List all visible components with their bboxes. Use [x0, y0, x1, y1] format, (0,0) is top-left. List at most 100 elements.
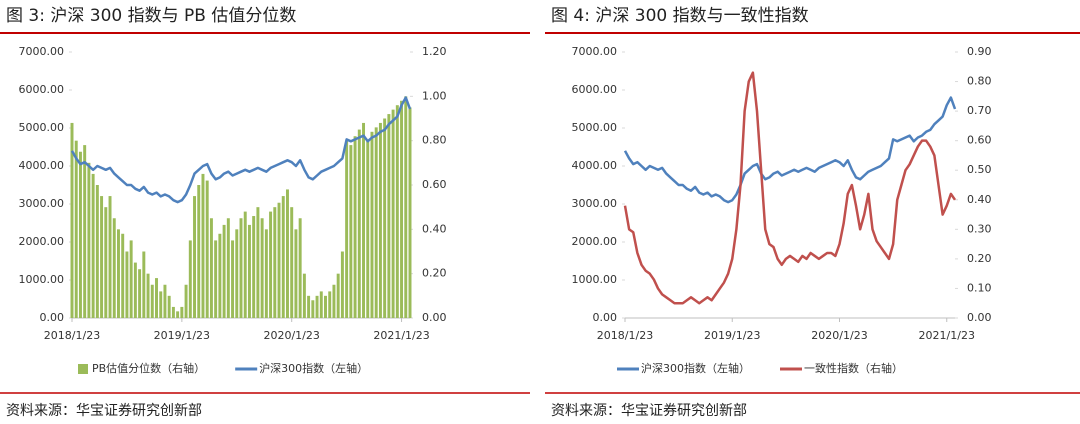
legend-label: 沪深300指数（左轴）	[259, 361, 368, 375]
bar	[226, 218, 230, 318]
bar	[400, 100, 404, 319]
source: 资料来源：华宝证券研究创新部	[551, 403, 747, 419]
y2-tick-label: 1.20	[422, 45, 447, 58]
bar	[95, 185, 99, 318]
bar	[324, 295, 327, 318]
y-tick-label: 2000.00	[572, 235, 618, 248]
bar	[133, 262, 137, 318]
bar	[184, 284, 188, 318]
chart-title: 图 3: 沪深 300 指数与 PB 估值分位数	[6, 6, 296, 26]
line	[623, 71, 957, 305]
bar	[142, 251, 146, 318]
bar	[395, 105, 399, 318]
bar	[281, 196, 285, 318]
legend-label: PB估值分位数（右轴）	[92, 361, 205, 375]
bar	[214, 240, 218, 318]
legend-label: 一致性指数（右轴）	[804, 361, 903, 375]
y-tick-label: 0.00	[593, 311, 618, 324]
bar	[273, 207, 277, 318]
y2-tick-label: 0.20	[967, 252, 992, 265]
y-tick-label: 4000.00	[572, 159, 618, 172]
x-tick-label: 2021/1/23	[919, 329, 975, 342]
y2-tick-label: 0.70	[967, 104, 992, 117]
bar	[83, 145, 87, 318]
y-tick-label: 0.00	[40, 311, 65, 324]
bar	[91, 173, 95, 318]
bar	[332, 284, 336, 318]
bar	[383, 118, 387, 318]
bar	[235, 229, 239, 318]
line	[623, 96, 957, 204]
bar	[209, 218, 213, 318]
bar	[180, 306, 184, 318]
bar	[285, 189, 289, 318]
line	[70, 96, 412, 204]
bar	[239, 218, 243, 318]
bar	[138, 269, 142, 318]
bar	[155, 278, 158, 318]
x-tick-label: 2019/1/23	[154, 329, 210, 342]
y2-tick-label: 0.10	[967, 281, 992, 294]
bar	[193, 196, 197, 318]
x-tick-label: 2021/1/23	[373, 329, 429, 342]
bar	[112, 218, 116, 318]
bar	[218, 233, 222, 318]
bar	[176, 311, 180, 318]
y-tick-label: 1000.00	[572, 273, 618, 286]
y2-tick-label: 0.40	[422, 222, 447, 235]
bar	[269, 211, 273, 318]
y-tick-label: 6000.00	[572, 83, 618, 96]
bar	[328, 291, 332, 318]
bar	[243, 211, 247, 318]
bar	[290, 207, 294, 318]
y2-tick-label: 0.20	[422, 267, 447, 280]
y2-tick-label: 0.90	[967, 45, 992, 58]
y-tick-label: 7000.00	[19, 45, 65, 58]
chart-title: 图 4: 沪深 300 指数与一致性指数	[551, 6, 809, 26]
bar	[247, 224, 251, 318]
bar	[353, 136, 357, 318]
bar	[315, 295, 319, 318]
bar	[404, 96, 408, 318]
bar	[188, 240, 192, 318]
y2-tick-label: 0.40	[967, 193, 992, 206]
y2-tick-label: 0.00	[967, 311, 992, 324]
bar	[370, 131, 374, 318]
y-tick-label: 3000.00	[572, 197, 618, 210]
x-tick-label: 2019/1/23	[704, 329, 760, 342]
bar	[378, 122, 382, 318]
bar	[311, 300, 315, 318]
bar	[171, 306, 175, 318]
bar	[121, 233, 125, 318]
x-tick-label: 2018/1/23	[44, 329, 100, 342]
bar	[264, 229, 268, 318]
bar	[159, 291, 163, 318]
bar	[104, 207, 108, 318]
bar	[256, 207, 260, 318]
y-tick-label: 6000.00	[19, 83, 65, 96]
bar	[129, 240, 133, 318]
bar	[374, 127, 378, 318]
y-tick-label: 1000.00	[19, 273, 65, 286]
bar	[298, 218, 302, 318]
bar	[201, 173, 205, 318]
y2-tick-label: 1.00	[422, 89, 447, 102]
y2-tick-label: 0.60	[422, 178, 447, 191]
bar	[231, 240, 235, 318]
bar	[116, 229, 120, 318]
bar	[387, 114, 391, 318]
bar	[362, 122, 366, 318]
bar	[222, 224, 226, 318]
legend-swatch	[78, 364, 88, 374]
bar	[205, 180, 209, 318]
bar	[197, 185, 201, 318]
y2-tick-label: 0.50	[967, 163, 992, 176]
bar	[78, 151, 82, 318]
bar	[108, 196, 112, 318]
x-tick-label: 2020/1/23	[263, 329, 319, 342]
bar	[74, 140, 78, 318]
bar	[163, 284, 167, 318]
bar	[167, 295, 171, 318]
bar	[302, 273, 306, 318]
